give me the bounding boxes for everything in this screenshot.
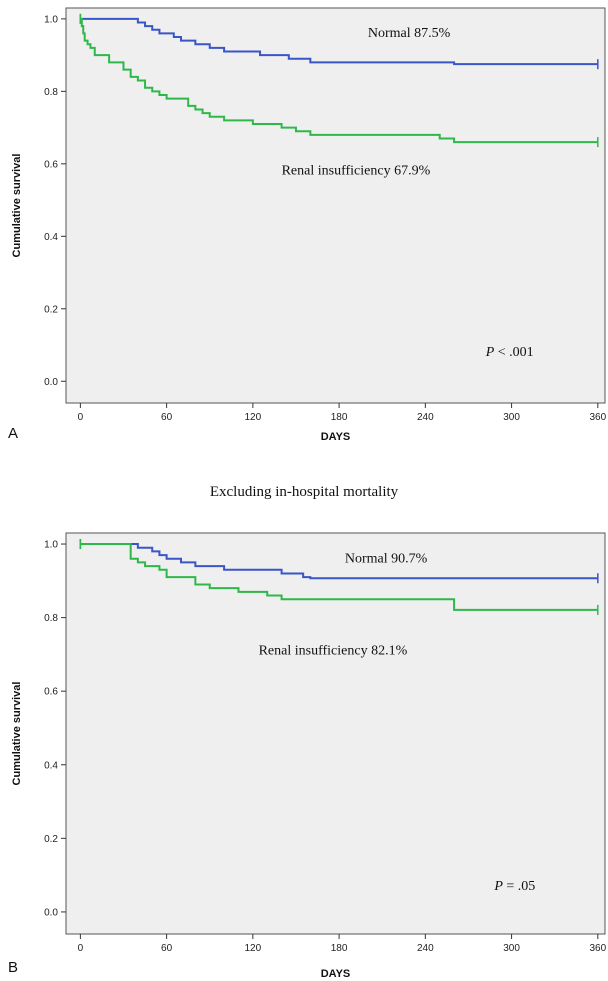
y-tick-label: 0.4 [44, 232, 58, 243]
panel-label: B [8, 959, 18, 976]
x-tick-label: 240 [417, 412, 434, 423]
y-tick-label: 0.0 [44, 907, 58, 918]
p-value-annotation: P < .001 [485, 345, 534, 360]
x-tick-label: 300 [503, 412, 520, 423]
between-panel-title: Excluding in-hospital mortality [210, 484, 399, 500]
y-tick-label: 0.2 [44, 834, 58, 845]
survival-curve-renal [80, 17, 598, 144]
p-value-text: < .001 [494, 345, 533, 360]
y-tick-label: 0.4 [44, 760, 58, 771]
x-tick-label: 180 [331, 943, 348, 954]
p-symbol: P [493, 879, 503, 894]
y-tick-label: 0.6 [44, 159, 58, 170]
y-axis-title: Cumulative survival [11, 154, 23, 258]
x-tick-label: 60 [161, 412, 173, 423]
plot-area [65, 532, 606, 935]
x-tick-label: 360 [589, 943, 606, 954]
x-tick-label: 120 [245, 412, 262, 423]
x-axis-title: DAYS [321, 431, 351, 443]
p-value-annotation: P = .05 [493, 879, 535, 894]
y-tick-label: 0.2 [44, 304, 58, 315]
x-tick-label: 60 [161, 943, 173, 954]
y-tick-label: 0.8 [44, 613, 58, 624]
y-axis-title: Cumulative survival [11, 682, 23, 786]
survival-curve-normal [80, 17, 598, 66]
plot-area [65, 7, 606, 404]
survival-curve-renal [80, 543, 598, 611]
y-tick-label: 0.8 [44, 87, 58, 98]
y-tick-label: 1.0 [44, 540, 58, 551]
series-annotation: Normal 87.5% [368, 26, 451, 41]
x-tick-label: 120 [245, 943, 262, 954]
series-annotation: Renal insufficiency 82.1% [259, 643, 408, 658]
series-annotation: Renal insufficiency 67.9% [282, 164, 431, 179]
x-tick-label: 0 [78, 412, 84, 423]
chart-panel-a: 0.0 0.2 0.4 0.6 0.8 1.0 0 60 120 180 240 300 360 DAYS… [8, 7, 607, 443]
p-value-text: = .05 [503, 879, 535, 894]
x-axis-title: DAYS [321, 968, 351, 980]
panel-label: A [8, 425, 18, 442]
y-tick-label: 1.0 [44, 14, 58, 25]
y-tick-label: 0.0 [44, 377, 58, 388]
x-tick-label: 180 [331, 412, 348, 423]
y-tick-label: 0.6 [44, 687, 58, 698]
x-tick-label: 0 [78, 943, 84, 954]
p-symbol: P [485, 345, 495, 360]
series-annotation: Normal 90.7% [345, 551, 428, 566]
x-tick-label: 240 [417, 943, 434, 954]
chart-panel-b: 0.0 0.2 0.4 0.6 0.8 1.0 0 60 120 180 240 300 360 DAYS… [8, 532, 607, 980]
x-tick-label: 300 [503, 943, 520, 954]
survival-curve-normal [80, 543, 598, 580]
x-tick-label: 360 [589, 412, 606, 423]
